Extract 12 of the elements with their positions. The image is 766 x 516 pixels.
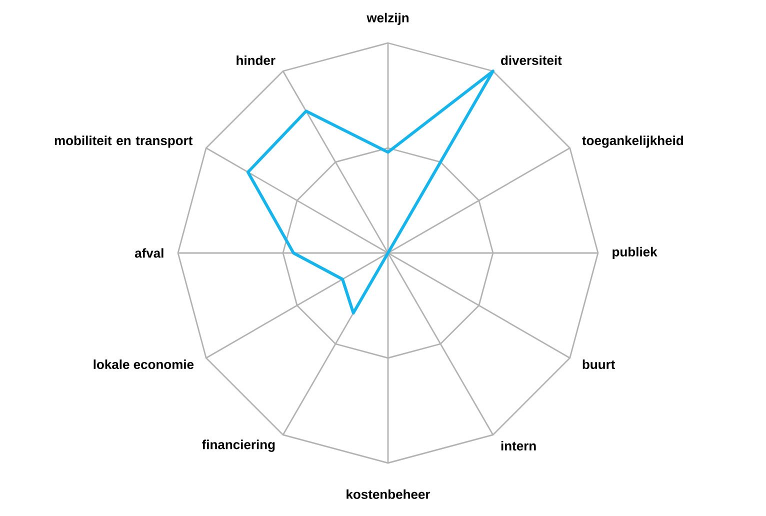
- spoke-label: toegankelijkheid: [582, 136, 683, 148]
- spoke-label: intern: [501, 440, 536, 451]
- spoke-label: lokale economie: [94, 360, 194, 370]
- spoke-label: diversiteit: [501, 55, 562, 65]
- spoke-label: welzijn: [366, 12, 409, 25]
- spoke-label: afval: [134, 248, 164, 258]
- spoke-label: publiek: [612, 246, 658, 260]
- spoke-label: hinder: [236, 55, 276, 65]
- spoke-label: kostenbeheer: [346, 489, 430, 499]
- spoke-label: buurt: [582, 360, 616, 370]
- spoke-label: financiering: [202, 440, 275, 452]
- spoke-label: mobiliteit en transport: [54, 136, 193, 148]
